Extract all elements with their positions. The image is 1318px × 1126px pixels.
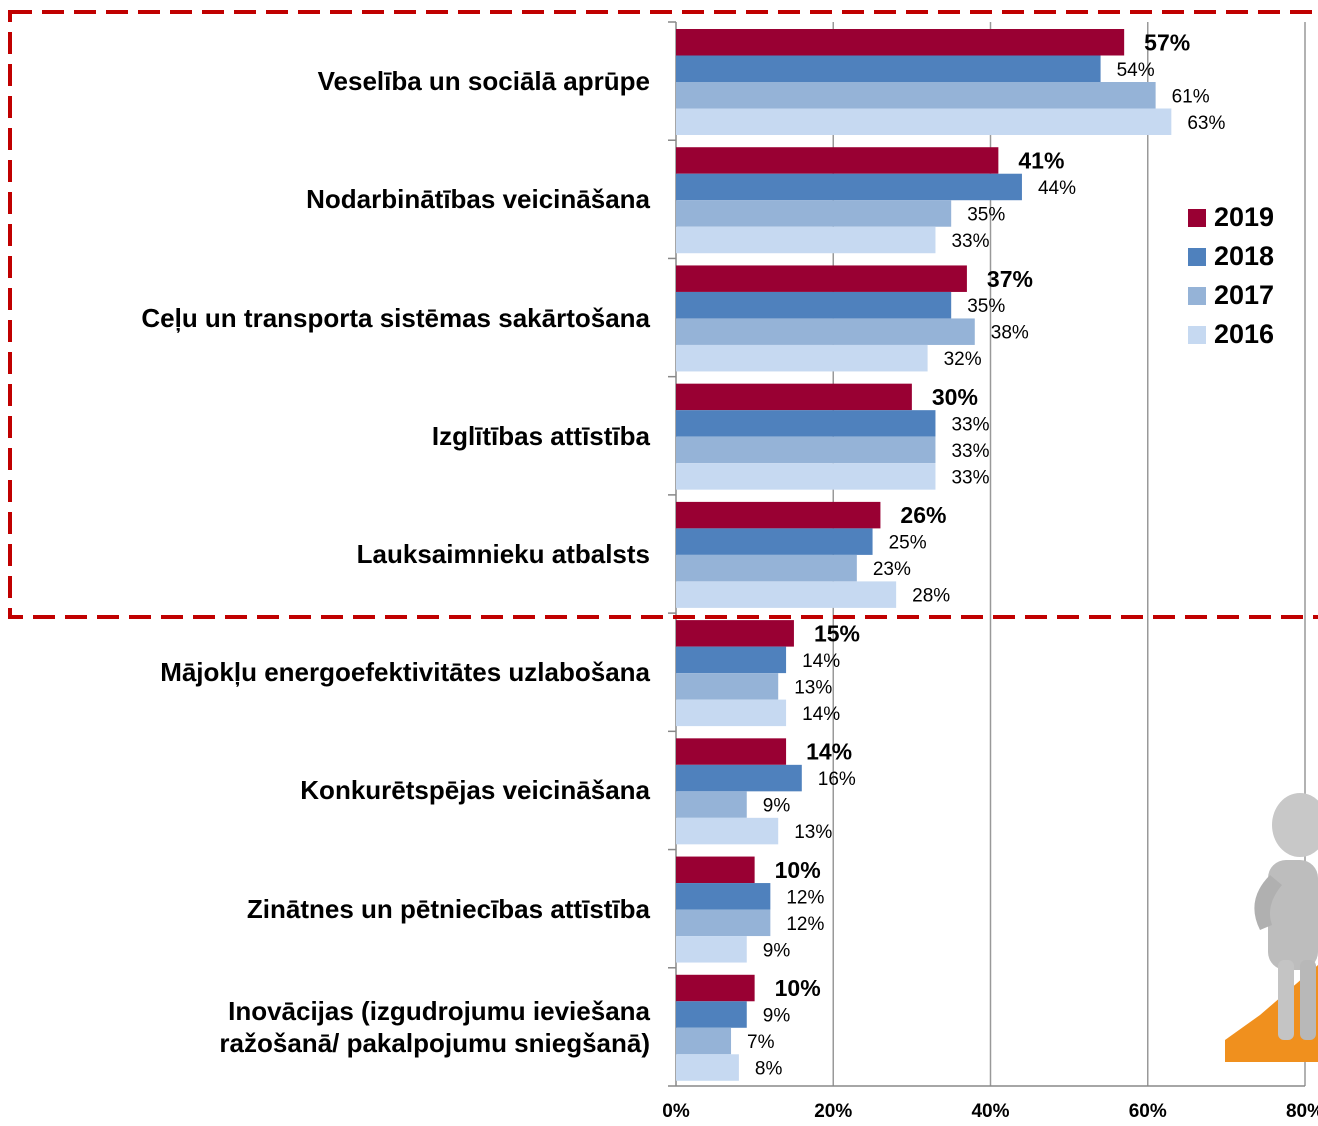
bar — [676, 108, 1172, 135]
bar — [676, 856, 755, 884]
legend-label: 2018 — [1214, 241, 1274, 271]
bar — [676, 764, 802, 792]
bar — [676, 817, 779, 845]
value-label: 25% — [889, 533, 927, 554]
value-label: 30% — [932, 384, 978, 410]
value-label: 33% — [951, 467, 989, 488]
value-label: 9% — [763, 1006, 791, 1027]
value-label: 54% — [1117, 60, 1155, 81]
x-tick-label: 80% — [1286, 1101, 1318, 1122]
bar — [676, 501, 881, 529]
value-label: 9% — [763, 796, 791, 817]
value-label: 7% — [747, 1032, 775, 1053]
legend-label: 2019 — [1214, 202, 1274, 232]
bar — [676, 699, 787, 727]
bar — [676, 909, 771, 937]
value-label: 14% — [806, 739, 852, 765]
category-label: Konkurētspējas veicināšana — [300, 775, 650, 806]
value-label: 28% — [912, 586, 950, 607]
value-label: 61% — [1172, 86, 1210, 107]
bar — [676, 581, 897, 608]
bar — [676, 147, 999, 174]
category-label: Inovācijas (izgudrojumu ieviešana ražoša… — [219, 995, 650, 1058]
bar — [676, 673, 779, 700]
value-label: 41% — [1018, 148, 1064, 174]
value-label: 35% — [967, 204, 1005, 225]
legend-swatch — [1188, 209, 1206, 227]
bar — [676, 436, 936, 464]
category-label: Ceļu un transporta sistēmas sakārtošana — [141, 302, 650, 333]
bar — [676, 528, 873, 555]
category-label: Zinātnes un pētniecības attīstība — [246, 893, 650, 924]
bar — [676, 974, 755, 1002]
value-label: 10% — [775, 857, 821, 883]
bar — [676, 383, 912, 411]
category-label: Izglītības attīstība — [431, 420, 650, 451]
bar — [676, 200, 952, 227]
value-label: 14% — [802, 651, 840, 672]
value-label: 38% — [991, 323, 1029, 344]
value-label: 15% — [814, 620, 860, 646]
value-label: 37% — [987, 266, 1033, 292]
bar — [676, 173, 1022, 201]
bar — [676, 883, 771, 910]
category-label: Mājokļu energoefektivitātes uzlabošana — [160, 657, 650, 688]
category-label: Veselība un sociālā aprūpe — [317, 66, 650, 97]
value-label: 63% — [1187, 113, 1225, 134]
value-label: 12% — [786, 914, 824, 935]
bar — [676, 463, 936, 490]
value-label: 23% — [873, 559, 911, 580]
value-label: 32% — [944, 349, 982, 370]
bar — [676, 1054, 739, 1081]
value-label: 57% — [1144, 29, 1190, 55]
value-label: 44% — [1038, 178, 1076, 199]
value-label: 12% — [786, 887, 824, 908]
category-label: Nodarbinātības veicināšana — [306, 184, 650, 215]
plot — [668, 21, 1306, 1087]
value-label: 16% — [818, 769, 856, 790]
value-label: 13% — [794, 822, 832, 843]
bar — [676, 410, 936, 437]
bar — [676, 1001, 747, 1028]
value-label: 10% — [775, 975, 821, 1001]
bar — [676, 554, 857, 582]
x-tick-label: 0% — [662, 1101, 690, 1122]
bar — [676, 291, 952, 319]
bar — [676, 344, 928, 372]
bar — [676, 1027, 732, 1055]
value-label: 35% — [967, 296, 1005, 317]
bar — [676, 620, 794, 647]
legend-label: 2017 — [1214, 280, 1274, 310]
value-label: 14% — [802, 704, 840, 725]
value-label: 13% — [794, 677, 832, 698]
value-label: 33% — [951, 441, 989, 462]
bar — [676, 82, 1156, 109]
bar — [676, 646, 787, 674]
x-tick-label: 60% — [1129, 1101, 1167, 1122]
value-label: 26% — [900, 502, 946, 528]
bar — [676, 55, 1101, 82]
category-label: Lauksaimnieku atbalsts — [356, 539, 650, 569]
bar — [676, 226, 936, 254]
figure-illustration — [1225, 793, 1318, 1062]
bar — [676, 29, 1125, 56]
legend-swatch — [1188, 248, 1206, 266]
legend-swatch — [1188, 326, 1206, 344]
bar — [676, 936, 747, 963]
legend-label: 2016 — [1214, 319, 1274, 349]
bar — [676, 791, 747, 818]
bar — [676, 738, 787, 765]
highlight-box — [8, 10, 1318, 619]
value-label: 8% — [755, 1059, 783, 1080]
value-label: 33% — [951, 414, 989, 435]
value-label: 9% — [763, 940, 791, 961]
bar — [676, 318, 975, 345]
bar — [676, 265, 967, 292]
legend-swatch — [1188, 287, 1206, 305]
x-tick-label: 20% — [814, 1101, 852, 1122]
x-tick-label: 40% — [971, 1101, 1009, 1122]
value-label: 33% — [951, 231, 989, 252]
